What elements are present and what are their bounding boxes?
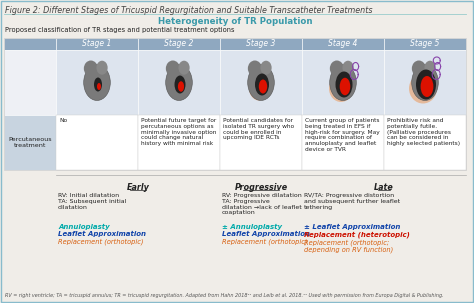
Ellipse shape — [248, 65, 274, 101]
Ellipse shape — [329, 75, 353, 102]
Ellipse shape — [178, 61, 190, 75]
Text: RV: Progressive dilatation
TA: Progressive
dilatation →lack of leaflet
coaptatio: RV: Progressive dilatation TA: Progressi… — [222, 193, 302, 215]
FancyBboxPatch shape — [302, 50, 384, 115]
Text: Stage 3: Stage 3 — [246, 39, 276, 48]
Ellipse shape — [260, 61, 272, 75]
Ellipse shape — [166, 61, 180, 76]
Ellipse shape — [416, 69, 436, 99]
Text: RV/TA: Progressive distortion
and subsequent further leaflet
tethering: RV/TA: Progressive distortion and subseq… — [304, 193, 400, 210]
Text: Annuloplasty: Annuloplasty — [58, 224, 110, 230]
Ellipse shape — [178, 81, 184, 92]
Text: ± Annuloplasty: ± Annuloplasty — [222, 224, 282, 230]
FancyBboxPatch shape — [56, 38, 138, 50]
Text: Late: Late — [374, 183, 394, 192]
Ellipse shape — [340, 78, 350, 95]
FancyBboxPatch shape — [302, 38, 384, 50]
Ellipse shape — [248, 61, 262, 76]
Ellipse shape — [420, 76, 433, 97]
Ellipse shape — [259, 79, 267, 94]
Text: RV = right ventricle; TA = tricuspid annulus; TR = tricuspid regurgitation. Adap: RV = right ventricle; TA = tricuspid ann… — [5, 293, 444, 298]
Text: No: No — [59, 118, 67, 123]
Ellipse shape — [174, 75, 185, 94]
Text: Replacement (orthotopic): Replacement (orthotopic) — [222, 238, 308, 245]
Ellipse shape — [84, 61, 98, 76]
Text: Replacement (orthotopic): Replacement (orthotopic) — [58, 238, 144, 245]
Text: Stage 4: Stage 4 — [328, 39, 358, 48]
FancyBboxPatch shape — [302, 115, 384, 170]
Ellipse shape — [336, 72, 353, 98]
Text: Current group of patients
being treated in EFS if
high-risk for surgery. May
req: Current group of patients being treated … — [305, 118, 380, 152]
Text: Proposed classification of TR stages and potential treatment options: Proposed classification of TR stages and… — [5, 27, 235, 33]
Ellipse shape — [249, 76, 269, 101]
FancyBboxPatch shape — [384, 50, 466, 115]
FancyBboxPatch shape — [138, 50, 220, 115]
Text: ± Leaflet Approximation: ± Leaflet Approximation — [304, 224, 401, 230]
Text: Stage 1: Stage 1 — [82, 39, 112, 48]
Ellipse shape — [330, 61, 344, 76]
Ellipse shape — [409, 74, 437, 104]
FancyBboxPatch shape — [138, 115, 220, 170]
Ellipse shape — [255, 74, 269, 95]
Text: Figure 2: Different Stages of Tricuspid Regurgitation and Suitable Transcatheter: Figure 2: Different Stages of Tricuspid … — [5, 6, 373, 15]
Text: Potential candidates for
isolated TR surgery who
could be enrolled in
upcoming I: Potential candidates for isolated TR sur… — [223, 118, 294, 140]
Ellipse shape — [412, 65, 438, 101]
FancyBboxPatch shape — [220, 50, 302, 115]
FancyBboxPatch shape — [384, 38, 466, 50]
Text: RV: Initial dilatation
TA: Subsequent initial
dilatation: RV: Initial dilatation TA: Subsequent in… — [58, 193, 127, 210]
Text: Heterogeneity of TR Population: Heterogeneity of TR Population — [158, 17, 312, 26]
FancyBboxPatch shape — [220, 38, 302, 50]
FancyBboxPatch shape — [384, 115, 466, 170]
FancyBboxPatch shape — [56, 115, 138, 170]
Ellipse shape — [412, 61, 426, 76]
Text: Progressive: Progressive — [235, 183, 288, 192]
Text: Stage 2: Stage 2 — [164, 39, 194, 48]
FancyBboxPatch shape — [220, 115, 302, 170]
FancyBboxPatch shape — [56, 50, 138, 115]
Ellipse shape — [84, 65, 110, 101]
Text: Potential future target for
percutaneous options as
minimally invasive option
co: Potential future target for percutaneous… — [141, 118, 216, 146]
Ellipse shape — [96, 61, 108, 75]
Ellipse shape — [97, 83, 101, 90]
Text: Prohibitive risk and
potentially futile.
(Palliative procedures
can be considere: Prohibitive risk and potentially futile.… — [387, 118, 460, 146]
Text: Leaflet Approximation: Leaflet Approximation — [58, 231, 146, 237]
FancyBboxPatch shape — [4, 38, 56, 50]
Ellipse shape — [166, 65, 192, 101]
Text: Replacement (orthotopic;
depending on RV function): Replacement (orthotopic; depending on RV… — [304, 239, 393, 253]
Text: Stage 5: Stage 5 — [410, 39, 440, 48]
FancyBboxPatch shape — [138, 38, 220, 50]
Ellipse shape — [424, 61, 436, 75]
FancyBboxPatch shape — [4, 115, 56, 170]
FancyBboxPatch shape — [4, 50, 56, 115]
Ellipse shape — [330, 65, 356, 101]
Text: Leaflet Approximation: Leaflet Approximation — [222, 231, 310, 237]
Text: Percutaneous
treatment: Percutaneous treatment — [8, 137, 52, 148]
Ellipse shape — [342, 61, 354, 75]
Text: Replacement (heterotopic): Replacement (heterotopic) — [304, 231, 410, 238]
Text: Early: Early — [127, 183, 149, 192]
Ellipse shape — [94, 78, 102, 92]
